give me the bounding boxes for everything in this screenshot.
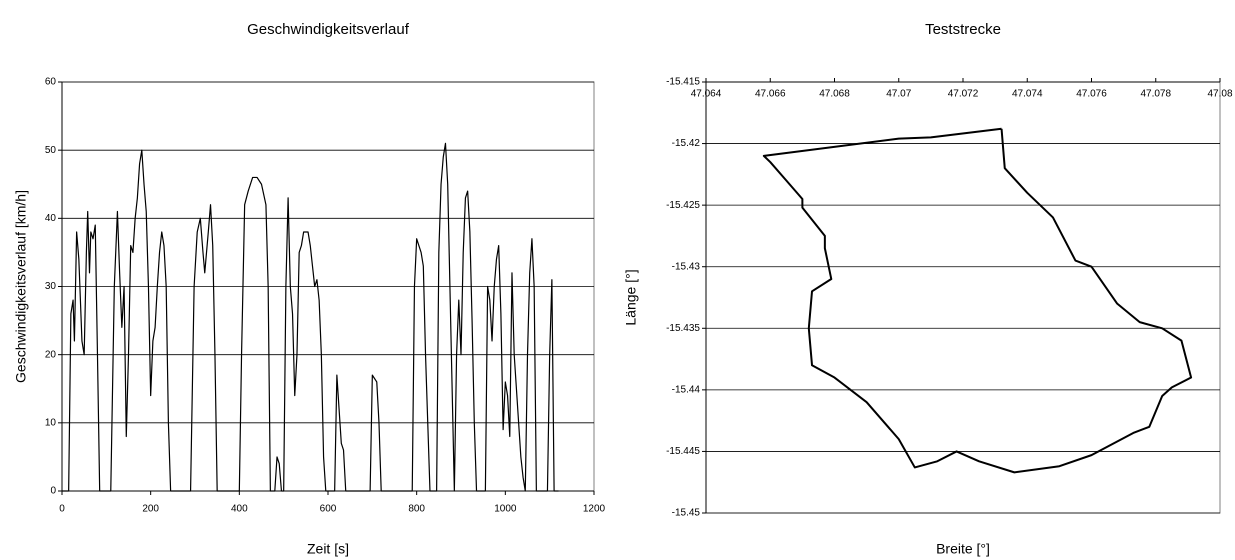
x-tick-label: 47.076	[1076, 89, 1107, 100]
x-axis-label: Zeit [s]	[307, 541, 349, 557]
x-tick-label: 800	[408, 504, 425, 515]
y-tick-label: 0	[50, 486, 56, 497]
x-axis-label: Breite [°]	[936, 541, 990, 557]
x-tick-label: 47.064	[691, 89, 722, 100]
y-tick-label: 60	[45, 77, 57, 88]
y-tick-label: 10	[45, 417, 57, 428]
x-tick-label: 1000	[494, 504, 517, 515]
plot-area	[705, 81, 1221, 514]
y-tick-label: 20	[45, 349, 57, 360]
x-tick-label: 47.078	[1140, 89, 1171, 100]
x-tick-label: 47.074	[1012, 89, 1043, 100]
x-tick-label: 47.066	[755, 89, 786, 100]
x-tick-label: 47.068	[819, 89, 850, 100]
x-tick-label: 47.072	[948, 89, 979, 100]
data-line	[762, 127, 1193, 474]
y-tick-label: -15.42	[672, 138, 701, 149]
x-tick-label: 1200	[583, 504, 606, 515]
x-tick-label: 47.07	[886, 89, 911, 100]
y-tick-label: 30	[45, 281, 57, 292]
chart-title: Geschwindigkeitsverlauf	[247, 21, 410, 38]
y-axis-label: Geschwindigkeitsverlauf [km/h]	[13, 190, 29, 383]
y-tick-label: -15.43	[672, 261, 701, 272]
x-tick-label: 400	[231, 504, 248, 515]
x-tick-label: 0	[59, 504, 65, 515]
x-tick-label: 47.08	[1207, 89, 1232, 100]
y-tick-label: -15.45	[672, 508, 701, 519]
x-tick-label: 200	[142, 504, 159, 515]
y-tick-label: -15.415	[666, 77, 700, 88]
y-tick-label: -15.425	[666, 200, 700, 211]
x-tick-label: 600	[320, 504, 337, 515]
data-line	[62, 142, 559, 492]
chart-title: Teststrecke	[925, 21, 1001, 38]
y-tick-label: -15.435	[666, 323, 700, 334]
y-axis-label: Länge [°]	[623, 269, 639, 325]
y-tick-label: -15.445	[666, 446, 700, 457]
y-tick-label: 40	[45, 213, 57, 224]
y-tick-label: -15.44	[672, 384, 701, 395]
y-tick-label: 50	[45, 145, 57, 156]
